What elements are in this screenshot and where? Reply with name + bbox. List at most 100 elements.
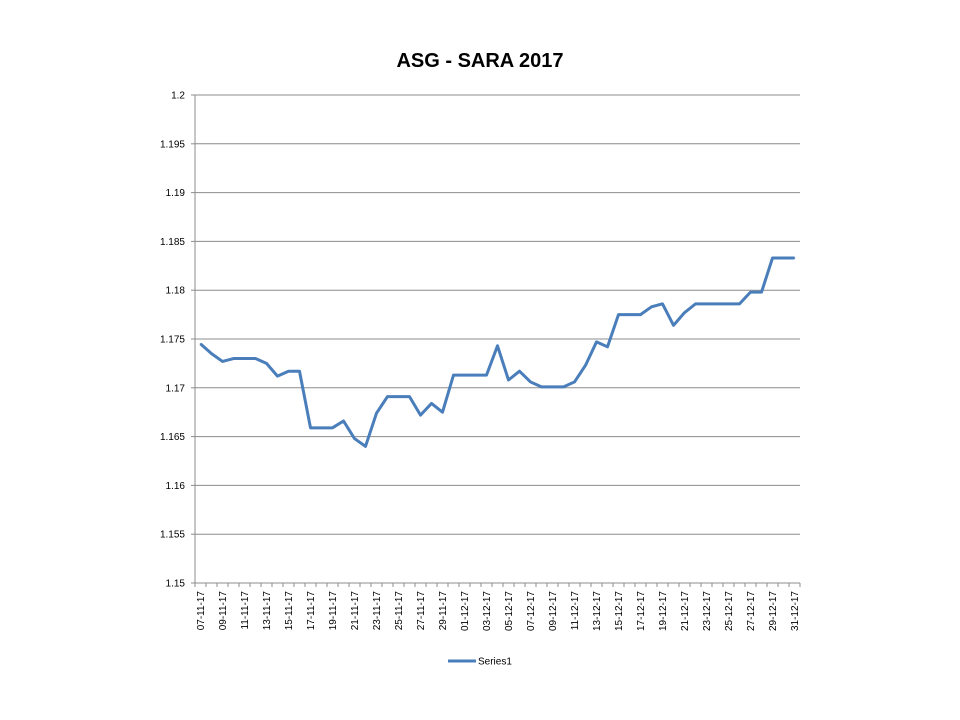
- data-point: [375, 412, 378, 414]
- x-tick-label: 17-11-17: [306, 591, 317, 631]
- y-tick-label: 1.185: [160, 237, 185, 248]
- data-point: [584, 364, 587, 367]
- data-point: [661, 303, 664, 305]
- y-tick-label: 1.155: [160, 530, 185, 541]
- data-point: [749, 291, 752, 293]
- data-point: [771, 257, 774, 259]
- x-tick-label: 13-12-17: [592, 591, 603, 631]
- data-point: [760, 291, 763, 293]
- data-point: [606, 346, 609, 348]
- y-tick-label: 1.195: [160, 139, 185, 150]
- data-point: [507, 379, 510, 381]
- series-line: [199, 256, 795, 448]
- data-point: [430, 402, 433, 405]
- data-point: [573, 381, 576, 383]
- data-point: [683, 311, 686, 314]
- data-point: [716, 303, 719, 305]
- data-point: [243, 357, 246, 360]
- x-tick-label: 19-12-17: [658, 591, 669, 631]
- x-tick-label: 03-12-17: [482, 591, 493, 631]
- data-point: [474, 374, 477, 376]
- data-point: [496, 345, 499, 347]
- data-point: [309, 427, 312, 429]
- x-tick-label: 17-12-17: [636, 591, 647, 631]
- x-tick-label: 23-12-17: [702, 591, 713, 631]
- data-point: [221, 360, 224, 363]
- data-point: [397, 395, 400, 398]
- data-point: [320, 427, 323, 429]
- y-tick-label: 1.16: [166, 481, 186, 492]
- data-point: [639, 313, 642, 316]
- data-point: [595, 341, 598, 343]
- data-point: [628, 313, 631, 316]
- x-tick-label: 09-11-17: [218, 591, 229, 631]
- data-point: [298, 370, 301, 373]
- x-tick-label: 29-12-17: [768, 591, 779, 631]
- y-axis-ticks: 1.15 1.155 1.16 1.165 1.17 1.175 1.18 1.185 1.19…: [160, 91, 195, 590]
- data-point: [342, 420, 345, 422]
- data-point: [705, 303, 708, 305]
- x-tick-label: 23-11-17: [372, 591, 383, 631]
- data-point: [727, 303, 730, 305]
- data-point: [694, 303, 697, 305]
- data-point: [672, 324, 675, 327]
- data-point: [419, 414, 422, 416]
- y-tick-label: 1.175: [160, 335, 185, 346]
- data-point: [452, 374, 455, 376]
- y-tick-label: 1.18: [166, 286, 186, 297]
- legend: Series1: [448, 657, 512, 668]
- x-tick-label: 21-11-17: [350, 591, 361, 631]
- data-point: [650, 305, 653, 308]
- y-tick-label: 1.17: [166, 383, 186, 394]
- data-point: [287, 370, 290, 373]
- data-point: [551, 386, 554, 388]
- data-point: [562, 386, 565, 388]
- data-point: [782, 257, 785, 259]
- data-point: [441, 411, 444, 414]
- x-tick-label: 01-12-17: [460, 591, 471, 631]
- data-point: [364, 445, 367, 448]
- x-tick-label: 19-11-17: [328, 591, 339, 631]
- legend-label: Series1: [478, 657, 512, 668]
- x-axis-ticks: 07-11-17 09-11-17 11-11-17 13-11-17 15-11-17…: [194, 583, 801, 631]
- data-point: [617, 313, 620, 316]
- data-point: [738, 303, 741, 305]
- data-point: [265, 362, 268, 365]
- data-point: [276, 375, 279, 377]
- chart-title: ASG - SARA 2017: [396, 50, 564, 72]
- x-tick-label: 27-11-17: [416, 591, 427, 631]
- x-tick-label: 27-12-17: [746, 591, 757, 631]
- data-point: [463, 374, 466, 376]
- x-tick-label: 25-12-17: [724, 591, 735, 631]
- x-tick-label: 13-11-17: [262, 591, 273, 631]
- series-lines: [199, 256, 796, 448]
- gridlines: [195, 94, 800, 584]
- x-tick-label: 07-12-17: [526, 591, 537, 631]
- y-tick-label: 1.19: [166, 188, 186, 199]
- x-tick-label: 11-12-17: [570, 591, 581, 631]
- data-point: [518, 370, 521, 373]
- data-point: [331, 427, 334, 429]
- x-tick-label: 09-12-17: [548, 591, 559, 631]
- data-point: [199, 343, 202, 345]
- data-point: [540, 386, 543, 388]
- data-point: [529, 381, 532, 383]
- x-tick-label: 11-11-17: [240, 591, 251, 630]
- data-point: [408, 395, 411, 398]
- data-point: [254, 357, 257, 360]
- x-tick-label: 25-11-17: [394, 591, 405, 631]
- x-tick-label: 07-11-17: [196, 591, 207, 631]
- y-tick-label: 1.2: [171, 91, 185, 102]
- x-tick-label: 15-11-17: [284, 591, 295, 631]
- x-tick-label: 31-12-17: [790, 591, 801, 631]
- x-tick-label: 05-12-17: [504, 591, 515, 631]
- y-tick-label: 1.15: [166, 579, 186, 590]
- data-point: [386, 395, 389, 398]
- data-point: [485, 374, 488, 376]
- data-point: [353, 437, 356, 440]
- data-point: [210, 352, 213, 355]
- data-point: [232, 357, 235, 360]
- data-point: [793, 257, 796, 259]
- x-tick-label: 29-11-17: [438, 591, 449, 631]
